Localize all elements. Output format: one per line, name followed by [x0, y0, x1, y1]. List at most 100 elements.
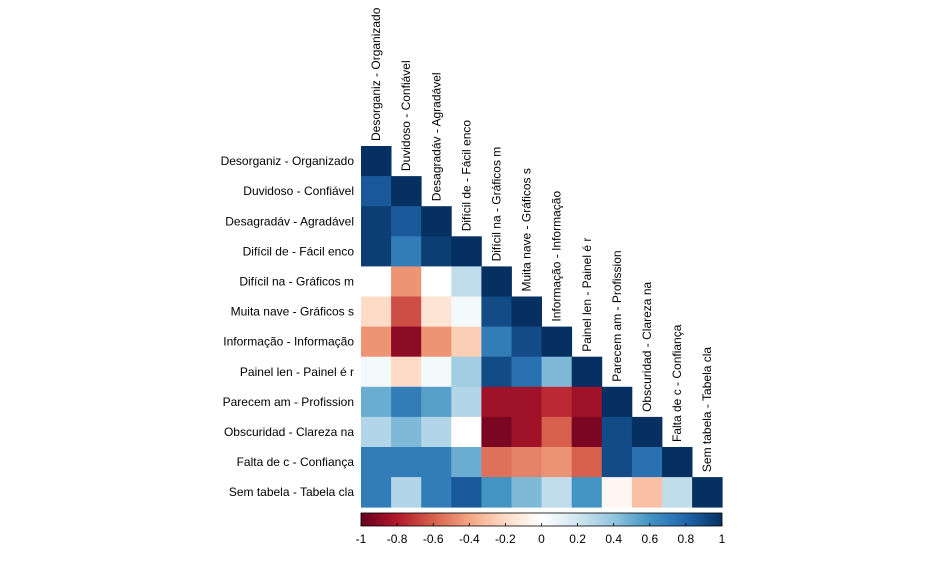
- column-label: Informação - Informação: [550, 191, 564, 322]
- heatmap-cell: [511, 416, 542, 448]
- heatmap-cell: [361, 206, 392, 237]
- heatmap-cell: [421, 416, 452, 448]
- heatmap-cell: [421, 296, 452, 327]
- heatmap-cell: [481, 296, 512, 327]
- heatmap-cells: [361, 146, 723, 508]
- heatmap-cell: [601, 386, 633, 418]
- heatmap-cell: [421, 356, 452, 388]
- heatmap-cell: [541, 416, 573, 448]
- column-label: Difícil na - Gráficos m: [489, 147, 503, 262]
- heatmap-cell: [391, 266, 422, 297]
- heatmap-cell: [361, 416, 392, 448]
- row-label: Duvidoso - Confiável: [243, 184, 354, 198]
- heatmap-cell: [511, 477, 542, 508]
- colorbar-tick-label: -0.2: [495, 532, 516, 546]
- row-label: Desorganiz - Organizado: [221, 154, 355, 168]
- column-label: Falta de c - Confiança: [670, 324, 684, 442]
- heatmap-cell: [481, 326, 512, 358]
- colorbar-tick-label: -0.6: [423, 532, 444, 546]
- heatmap-cell: [571, 356, 603, 388]
- heatmap-cell: [451, 236, 482, 267]
- heatmap-cell: [601, 416, 633, 448]
- heatmap-cell: [451, 386, 482, 418]
- colorbar-tick-label: 1: [719, 532, 726, 546]
- heatmap-cell: [541, 356, 573, 388]
- heatmap-cell: [361, 477, 392, 508]
- heatmap-cell: [481, 447, 512, 478]
- heatmap-cell: [451, 447, 482, 478]
- heatmap-cell: [511, 447, 542, 478]
- heatmap-cell: [361, 356, 392, 388]
- column-label: Desorganiz - Organizado: [369, 7, 383, 141]
- heatmap-cell: [421, 477, 452, 508]
- colorbar-tick-label: 0.6: [641, 532, 658, 546]
- heatmap-cell: [511, 356, 542, 388]
- heatmap-cell: [541, 447, 573, 478]
- heatmap-cell: [421, 447, 452, 478]
- heatmap-cell: [421, 206, 452, 237]
- heatmap-cell: [421, 266, 452, 297]
- row-label: Parecem am - Profission: [223, 395, 354, 409]
- heatmap-cell: [391, 236, 422, 267]
- column-label: Parecem am - Profission: [610, 250, 624, 381]
- heatmap-cell: [662, 447, 693, 478]
- row-label: Desagradáv - Agradável: [225, 214, 354, 228]
- heatmap-cell: [391, 176, 422, 207]
- heatmap-cell: [692, 477, 723, 508]
- heatmap-cell: [361, 296, 392, 327]
- heatmap-cell: [481, 386, 512, 418]
- colorbar-tick-label: 0.4: [605, 532, 622, 546]
- heatmap-cell: [481, 416, 512, 448]
- heatmap-cell: [631, 477, 663, 508]
- heatmap-cell: [361, 447, 392, 478]
- heatmap-cell: [571, 447, 603, 478]
- heatmap-cell: [451, 356, 482, 388]
- heatmap-cell: [541, 477, 573, 508]
- heatmap-cell: [571, 477, 603, 508]
- heatmap-cell: [601, 477, 633, 508]
- colorbar-tick-label: 0.2: [569, 532, 586, 546]
- colorbar-tick-label: 0.8: [678, 532, 695, 546]
- heatmap-cell: [511, 326, 542, 358]
- column-label: Obscuridad - Clareza na: [640, 282, 654, 412]
- heatmap-cell: [361, 266, 392, 297]
- column-labels: Desorganiz - Organizado Duvidoso - Confiá…: [369, 7, 714, 472]
- heatmap-cell: [391, 447, 422, 478]
- heatmap-cell: [451, 266, 482, 297]
- heatmap-cell: [541, 326, 573, 358]
- colorbar: -1 -0.8 -0.6 -0.4 -0.2 0 0.2 0.4 0.6 0.8 1: [356, 512, 726, 546]
- heatmap-cell: [391, 206, 422, 237]
- heatmap-cell: [631, 447, 663, 478]
- heatmap-cell: [481, 477, 512, 508]
- heatmap-cell: [571, 386, 603, 418]
- column-label: Painel len - Painel é r: [580, 238, 594, 352]
- row-label: Obscuridad - Clareza na: [224, 425, 354, 439]
- heatmap-cell: [421, 386, 452, 418]
- heatmap-cell: [451, 477, 482, 508]
- heatmap-cell: [662, 477, 693, 508]
- heatmap-cell: [481, 266, 512, 297]
- column-label: Muita nave - Gráficos s: [520, 168, 534, 291]
- row-label: Painel len - Painel é r: [240, 365, 354, 379]
- row-label: Difícil na - Gráficos m: [239, 274, 354, 288]
- colorbar-tick-label: -1: [356, 532, 367, 546]
- heatmap-cell: [451, 296, 482, 327]
- heatmap-cell: [361, 146, 392, 177]
- colorbar-tick-label: 0: [538, 532, 545, 546]
- column-label: Difícil de - Fácil enco: [459, 120, 473, 232]
- heatmap-cell: [631, 416, 663, 448]
- heatmap-cell: [451, 416, 482, 448]
- heatmap-cell: [451, 326, 482, 358]
- heatmap-cell: [391, 386, 422, 418]
- column-label: Sem tabela - Tabela cla: [700, 347, 714, 473]
- row-label: Falta de c - Confiança: [237, 455, 355, 469]
- heatmap-cell: [541, 386, 573, 418]
- column-label: Duvidoso - Confiável: [399, 60, 413, 171]
- heatmap-cell: [481, 356, 512, 388]
- heatmap-cell: [601, 447, 633, 478]
- heatmap-cell: [361, 326, 392, 358]
- heatmap-cell: [391, 296, 422, 327]
- heatmap-cell: [391, 326, 422, 358]
- heatmap-cell: [571, 416, 603, 448]
